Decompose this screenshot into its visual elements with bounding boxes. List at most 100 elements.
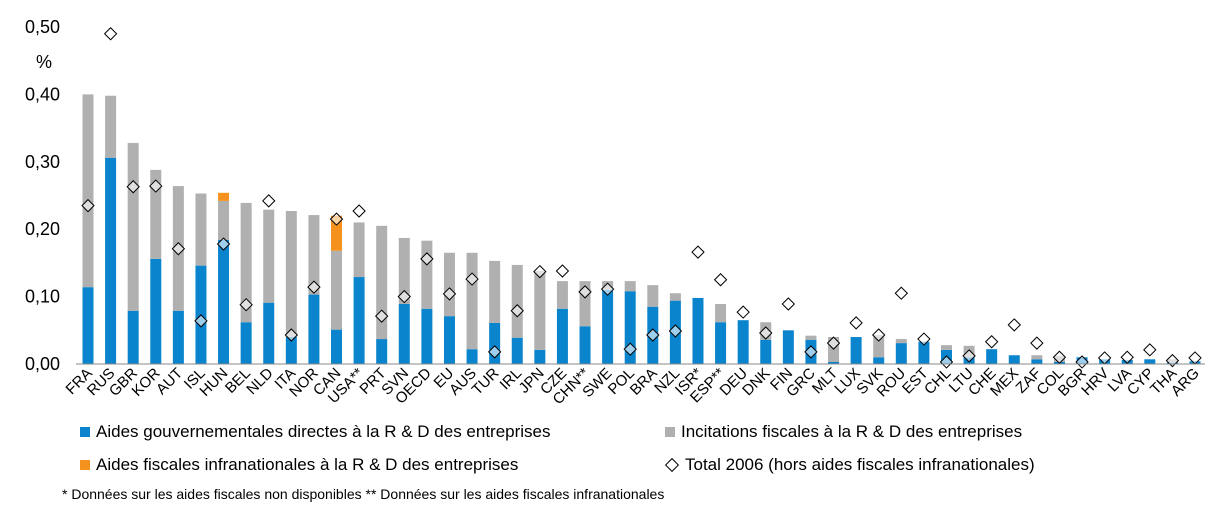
y-tick-label: 0,50 <box>25 17 60 37</box>
bar-direct-aid <box>737 320 749 364</box>
bar-tax-incentive <box>421 240 433 309</box>
total-2006-marker <box>984 335 999 349</box>
total-2006-marker <box>894 286 909 300</box>
total-2006-marker <box>1120 350 1134 364</box>
bar-tax-incentive <box>353 222 365 278</box>
bar-direct-aid <box>308 294 320 364</box>
total-2006-marker <box>600 282 615 296</box>
legend-label: Incitations fiscales à la R & D des entr… <box>681 422 1023 441</box>
bar-tax-incentive <box>624 281 636 292</box>
total-2006-marker <box>262 194 276 208</box>
total-2006-marker <box>374 309 389 323</box>
total-2006-marker <box>171 242 186 256</box>
total-2006-marker <box>510 304 524 318</box>
total-2006-marker <box>307 280 321 294</box>
bar-direct-aid <box>624 291 636 364</box>
bar-direct-aid <box>828 361 840 364</box>
bar-direct-aid <box>895 343 907 364</box>
bar-tax-incentive <box>443 252 455 317</box>
bar-direct-aid <box>218 239 230 364</box>
bar-direct-aid <box>331 329 343 364</box>
bar-direct-aid <box>850 337 862 364</box>
bar-tax-incentive <box>895 339 907 344</box>
bar-tax-incentive <box>489 260 501 323</box>
bar-direct-aid <box>353 277 365 364</box>
total-2006-marker <box>126 180 140 194</box>
bar-direct-aid <box>1031 359 1043 364</box>
legend-item-total2006: Total 2006 (hors aides fiscales infranat… <box>664 455 1035 475</box>
bar-tax-incentive <box>105 95 117 158</box>
bar-subnational-tax <box>218 192 230 201</box>
total-2006-marker <box>239 297 253 312</box>
y-tick-label: 0,20 <box>25 219 60 239</box>
total-2006-marker <box>149 179 163 193</box>
total-2006-marker <box>555 264 570 278</box>
bar-tax-incentive <box>556 281 568 309</box>
total-2006-marker <box>533 264 547 279</box>
total-2006-marker <box>465 272 479 286</box>
total-2006-marker <box>103 27 118 41</box>
legend-label: Total 2006 (hors aides fiscales infranat… <box>685 455 1035 474</box>
bar-tax-incentive <box>195 193 207 266</box>
bar-tax-incentive <box>82 94 94 288</box>
bar-direct-aid <box>782 330 794 364</box>
legend-item-direct: Aides gouvernementales directes à la R &… <box>80 422 551 442</box>
total-2006-marker <box>284 328 299 342</box>
y-ticks: 0,00 0,10 0,20 0,30 0,40 0,50 <box>25 17 60 374</box>
bar-tax-incentive <box>285 211 297 338</box>
total-2006-marker <box>826 336 841 350</box>
bar-tax-incentive <box>715 304 727 323</box>
bar-direct-aid <box>466 349 478 364</box>
bar-chart: % 0,00 0,10 0,20 0,30 0,40 0,50 FRARUSGBRKORA… <box>25 17 1205 408</box>
bar-tax-incentive <box>940 345 952 350</box>
total-2006-marker <box>646 328 660 342</box>
legend-label: Aides fiscales infranationales à la R & … <box>96 455 519 474</box>
bar-tax-incentive <box>240 202 252 323</box>
bar-direct-aid <box>421 308 433 364</box>
bar-direct-aid <box>398 304 410 364</box>
bar-tax-incentive <box>466 252 478 350</box>
bar-tax-incentive <box>873 335 885 358</box>
total-2006-marker <box>442 287 457 301</box>
total-2006-marker <box>623 342 637 356</box>
bar-direct-aid <box>127 310 139 364</box>
bar-tax-incentive <box>669 293 681 301</box>
legend-swatch-orange <box>80 460 90 470</box>
total-2006-marker <box>397 289 411 304</box>
bar-tax-incentive <box>534 270 546 350</box>
bar-tax-incentive <box>263 209 275 303</box>
total-2006-marker <box>872 328 886 342</box>
bar-tax-incentive <box>376 225 388 340</box>
bar-tax-incentive <box>308 215 320 295</box>
bar-direct-aid <box>579 326 591 364</box>
y-tick-label: 0,10 <box>25 287 60 307</box>
legend-item-tax: Incitations fiscales à la R & D des entr… <box>665 422 1022 442</box>
total-2006-marker <box>849 316 863 330</box>
bars <box>81 27 1202 369</box>
bar-direct-aid <box>692 297 704 364</box>
bar-tax-incentive <box>127 142 139 311</box>
legend-label: Aides gouvernementales directes à la R &… <box>96 422 551 441</box>
bar-direct-aid <box>715 322 727 364</box>
total-2006-marker <box>804 345 818 359</box>
bar-tax-incentive <box>647 285 659 307</box>
total-2006-marker <box>329 212 344 226</box>
bar-tax-incentive <box>331 250 343 330</box>
total-2006-marker <box>1143 343 1157 357</box>
legend-swatch-blue <box>80 427 90 437</box>
bar-direct-aid <box>1144 359 1156 364</box>
total-2006-marker <box>759 326 773 340</box>
bar-direct-aid <box>82 287 94 364</box>
bar-tax-incentive <box>579 281 591 327</box>
bar-subnational-tax <box>331 215 343 251</box>
bar-direct-aid <box>602 289 614 364</box>
total-2006-marker <box>691 245 705 259</box>
bar-tax-incentive <box>511 264 523 338</box>
bar-direct-aid <box>172 310 184 364</box>
total-2006-marker <box>487 345 502 359</box>
total-2006-marker <box>194 314 208 328</box>
total-2006-marker <box>736 305 750 319</box>
bar-direct-aid <box>489 322 501 364</box>
total-2006-marker <box>713 273 728 287</box>
legend-swatch-grey <box>665 427 675 437</box>
